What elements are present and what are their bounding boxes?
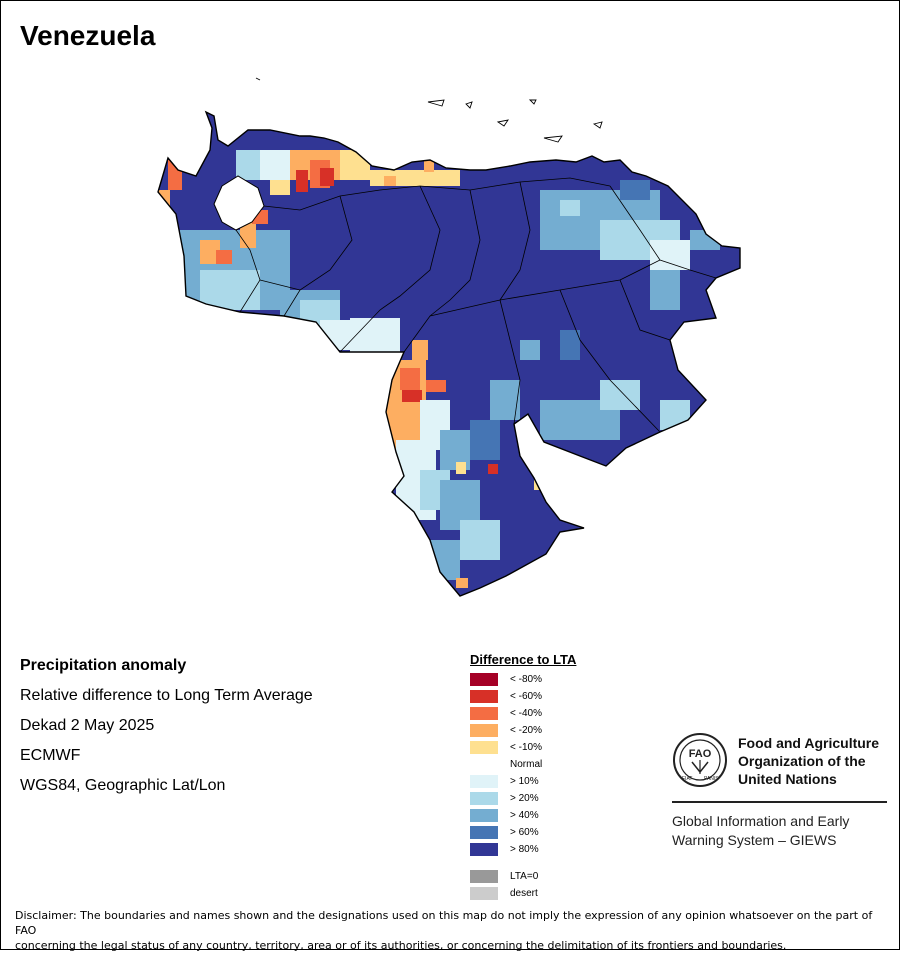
legend-label: > 40% <box>510 810 539 821</box>
state-boundaries <box>235 177 717 433</box>
fao-motto-left: FIAT <box>682 776 692 782</box>
legend-label: < -40% <box>510 708 542 719</box>
fao-motto-right: PANIS <box>704 776 719 782</box>
legend-title: Difference to LTA <box>470 652 577 667</box>
legend-item: < -20% <box>470 722 576 739</box>
legend-swatch <box>470 758 498 771</box>
fao-emblem-text: FAO <box>689 748 712 760</box>
info-title: Precipitation anomaly <box>20 657 187 674</box>
legend-extra-item: desert <box>470 885 576 902</box>
info-projection: WGS84, Geographic Lat/Lon <box>20 777 226 794</box>
legend-label: < -20% <box>510 725 542 736</box>
legend-swatch <box>470 707 498 720</box>
legend-swatch <box>470 792 498 805</box>
legend-label: > 80% <box>510 844 539 855</box>
fao-org-line3: United Nations <box>738 771 837 787</box>
legend-swatch <box>470 843 498 856</box>
legend-item: < -60% <box>470 688 576 705</box>
legend-item: > 60% <box>470 824 576 841</box>
disclaimer-line2: concerning the legal status of any count… <box>15 939 787 952</box>
precipitation-anomaly-map <box>157 77 741 597</box>
giews-line2: Warning System – GIEWS <box>672 832 837 848</box>
legend-item: < -40% <box>470 705 576 722</box>
legend-swatch <box>470 673 498 686</box>
legend-swatch <box>470 826 498 839</box>
legend-label: < -10% <box>510 742 542 753</box>
legend-extra-label: desert <box>510 888 538 899</box>
info-subtitle: Relative difference to Long Term Average <box>20 687 313 704</box>
legend-item: > 80% <box>470 841 576 858</box>
disclaimer: Disclaimer: The boundaries and names sho… <box>15 908 885 953</box>
map-title: Venezuela <box>20 20 156 51</box>
info-source: ECMWF <box>20 747 81 764</box>
legend-swatch <box>470 741 498 754</box>
legend: Difference to LTA < -80% < -60% < -40% < -2… <box>470 652 576 902</box>
logo-divider <box>672 801 887 803</box>
map-info: Precipitation anomaly Relative differenc… <box>20 656 313 806</box>
legend-item: > 40% <box>470 807 576 824</box>
legend-item: < -80% <box>470 671 576 688</box>
legend-item: > 20% <box>470 790 576 807</box>
fao-logo-block: FAO FIAT PANIS Food and Agriculture Orga… <box>672 732 887 848</box>
giews-text: Global Information and Early Warning Sys… <box>672 812 900 850</box>
legend-label: Normal <box>510 759 543 770</box>
legend-item: > 10% <box>470 773 576 790</box>
fao-org-line2: Organization of the <box>738 753 866 769</box>
legend-extra-swatch <box>470 887 498 900</box>
legend-extra-swatch <box>470 870 498 883</box>
legend-swatch <box>470 690 498 703</box>
giews-line1: Global Information and Early <box>672 813 850 829</box>
legend-label: < -80% <box>510 674 542 685</box>
legend-item: < -10% <box>470 739 576 756</box>
fao-org-name: Food and Agriculture Organization of the… <box>738 734 898 788</box>
legend-label: > 60% <box>510 827 539 838</box>
lake-maracaibo <box>213 175 265 231</box>
fao-org-line1: Food and Agriculture <box>738 735 880 751</box>
country-outline <box>157 110 741 597</box>
disclaimer-line1: Disclaimer: The boundaries and names sho… <box>15 909 873 937</box>
legend-label: > 20% <box>510 793 539 804</box>
legend-swatch <box>470 775 498 788</box>
legend-item: Normal <box>470 756 576 773</box>
legend-swatch <box>470 724 498 737</box>
islands <box>255 77 603 143</box>
legend-label: > 10% <box>510 776 539 787</box>
legend-label: < -60% <box>510 691 542 702</box>
legend-extra-label: LTA=0 <box>510 871 539 882</box>
legend-swatch <box>470 809 498 822</box>
fao-emblem-icon: FAO FIAT PANIS <box>673 733 727 787</box>
legend-extra-item: LTA=0 <box>470 868 576 885</box>
info-period: Dekad 2 May 2025 <box>20 717 155 734</box>
